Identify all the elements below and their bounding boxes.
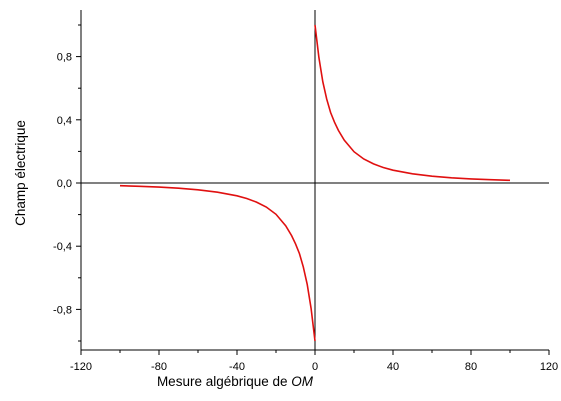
x-axis-label: Mesure algébrique de OM: [157, 374, 314, 389]
tick-labels: -120 -80 -40 0 40 80 120 -0,8 -0,4 0,0 0,4 0,8: [53, 52, 558, 373]
x-tick-label: -80: [151, 361, 167, 373]
y-tick-label: 0,4: [57, 115, 72, 127]
x-tick-label: 0: [312, 361, 318, 373]
x-axis-label-italic: OM: [291, 374, 314, 389]
y-tick-label: 0,0: [57, 178, 72, 190]
x-tick-label: 120: [540, 361, 558, 373]
y-tick-label: 0,8: [57, 52, 72, 64]
series-group: [119, 24, 511, 342]
x-axis-label-text: Mesure algébrique de: [157, 374, 288, 389]
series-line-1: [119, 184, 316, 342]
series-line-2: [314, 24, 511, 182]
y-tick-label: -0,8: [53, 304, 72, 316]
x-tick-label: 80: [465, 361, 477, 373]
x-tick-label: -120: [70, 361, 92, 373]
ticks: [76, 24, 550, 355]
y-axis-label: Champ électrique: [13, 120, 28, 226]
x-tick-label: -40: [229, 361, 245, 373]
x-tick-label: 40: [387, 361, 399, 373]
y-tick-label: -0,4: [53, 241, 72, 253]
